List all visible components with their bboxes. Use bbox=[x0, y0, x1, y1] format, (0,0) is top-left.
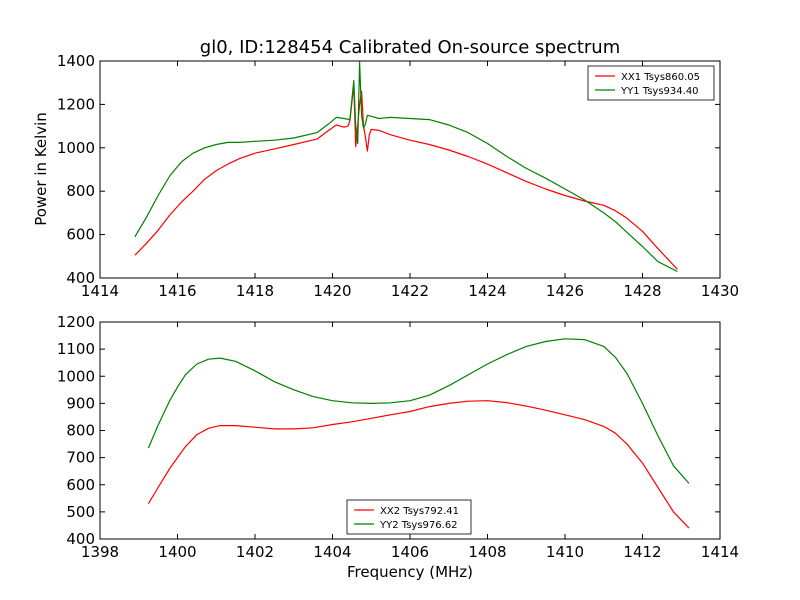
x-tick-label: 1400 bbox=[158, 543, 196, 561]
y-tick-label: 1200 bbox=[57, 95, 95, 113]
x-tick-label: 1404 bbox=[313, 543, 351, 561]
y-axis-label: Power in Kelvin bbox=[32, 112, 50, 226]
y-tick-label: 1000 bbox=[57, 139, 95, 157]
legend-label: XX2 Tsys792.41 bbox=[380, 506, 459, 517]
x-tick-label: 1428 bbox=[623, 282, 661, 300]
legend-label: YY1 Tsys934.40 bbox=[620, 86, 699, 97]
top-panel: 1414 1416 1418 1420 1422 1424 1426 1428 1430 400 6… bbox=[57, 52, 739, 300]
y-tick-label: 1100 bbox=[57, 340, 95, 358]
x-tick-label: 1414 bbox=[701, 543, 739, 561]
x-tick-label: 1408 bbox=[468, 543, 506, 561]
x-tick-label: 1414 bbox=[81, 282, 119, 300]
bottom-panel: 1398 1400 1402 1404 1406 1408 1410 1412 1414 400 5… bbox=[57, 313, 739, 561]
x-tick-label: 1398 bbox=[81, 543, 119, 561]
x-tick-label: 1412 bbox=[623, 543, 661, 561]
y-tick-label: 800 bbox=[66, 422, 95, 440]
y-tick-label: 600 bbox=[66, 226, 95, 244]
series-line-yy2 bbox=[147, 338, 690, 484]
y-tick-label: 700 bbox=[66, 449, 95, 467]
y-tick-label: 400 bbox=[66, 269, 95, 287]
legend-box bbox=[346, 499, 472, 535]
y-tick-label: 1000 bbox=[57, 367, 95, 385]
x-tick-label: 1422 bbox=[391, 282, 429, 300]
y-tick-label: 1400 bbox=[57, 52, 95, 70]
x-tick-label: 1402 bbox=[236, 543, 274, 561]
x-tick-label: 1406 bbox=[391, 543, 429, 561]
x-tick-label: 1416 bbox=[158, 282, 196, 300]
y-tick-label: 1200 bbox=[57, 313, 95, 331]
x-axis-label: Frequency (MHz) bbox=[347, 563, 473, 581]
y-tick-label: 600 bbox=[66, 476, 95, 494]
series-line-xx1 bbox=[134, 84, 678, 270]
chart-title: gl0, ID:128454 Calibrated On-source spec… bbox=[200, 37, 620, 58]
y-tick-label: 400 bbox=[66, 530, 95, 548]
legend-box bbox=[587, 65, 715, 101]
x-tick-label: 1420 bbox=[313, 282, 351, 300]
legend-label: XX1 Tsys860.05 bbox=[621, 72, 700, 83]
x-tick-label: 1430 bbox=[701, 282, 739, 300]
y-tick-label: 800 bbox=[66, 182, 95, 200]
y-tick-label: 500 bbox=[66, 503, 95, 521]
series-line-yy1 bbox=[134, 61, 678, 273]
x-tick-label: 1418 bbox=[236, 282, 274, 300]
legend-label: YY2 Tsys976.62 bbox=[379, 520, 458, 531]
series-line-xx2 bbox=[147, 400, 690, 529]
y-tick-label: 900 bbox=[66, 394, 95, 412]
x-tick-label: 1410 bbox=[546, 543, 584, 561]
x-tick-label: 1426 bbox=[546, 282, 584, 300]
x-tick-label: 1424 bbox=[468, 282, 506, 300]
